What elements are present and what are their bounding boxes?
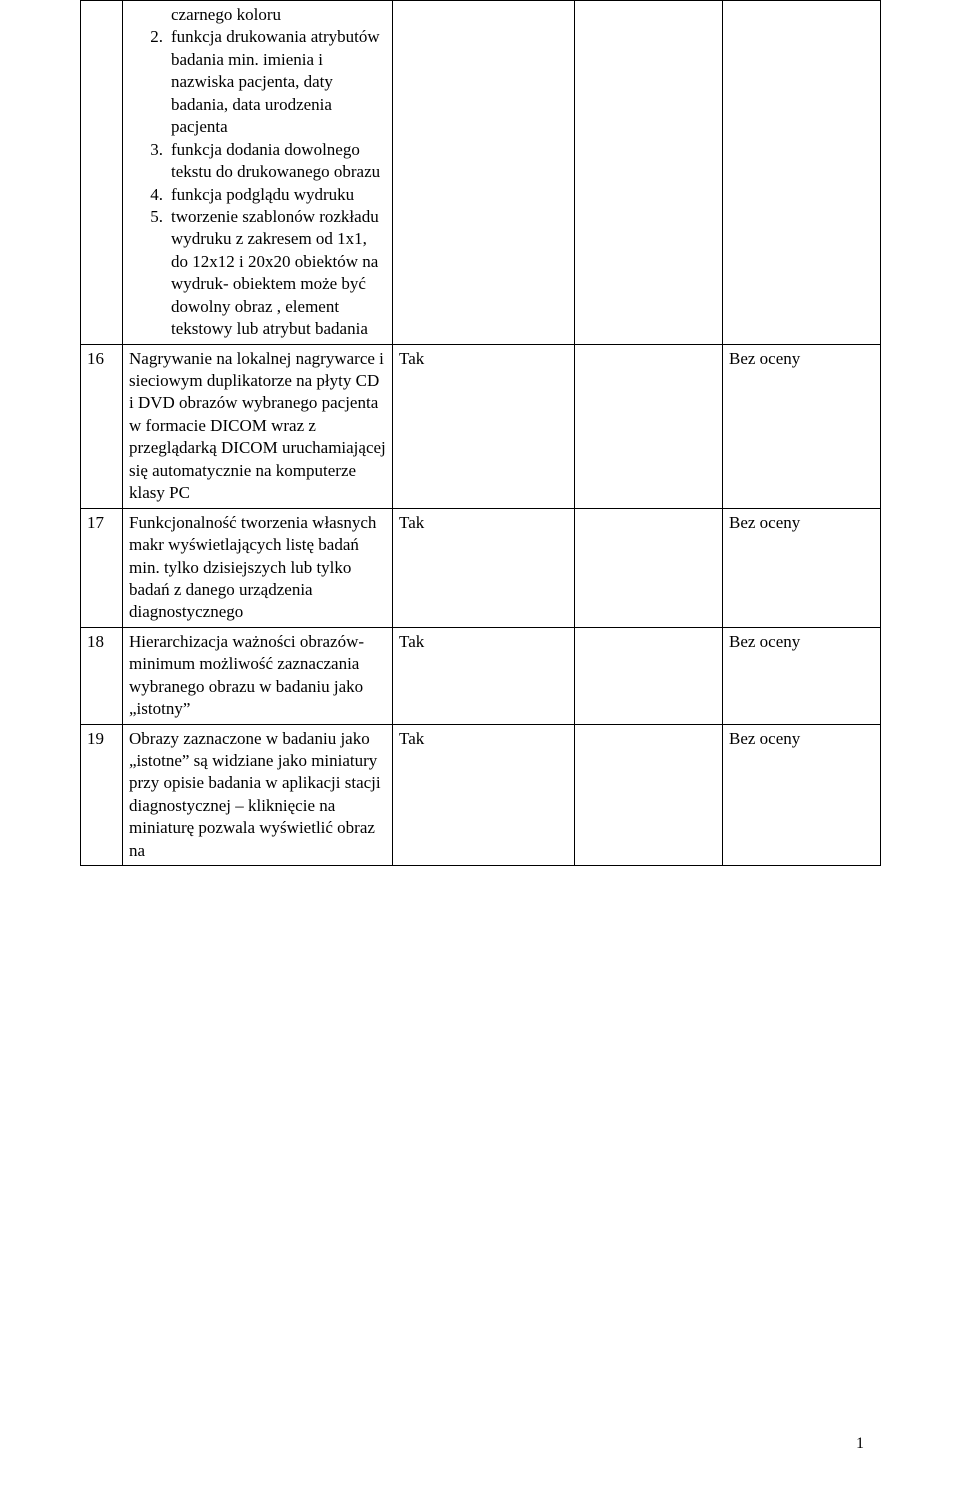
row-number (81, 1, 123, 345)
row-col4 (575, 627, 723, 724)
row-description: Obrazy zaznaczone w badaniu jako „istotn… (123, 724, 393, 866)
list-item: 5. tworzenie szablonów rozkładu wydruku z… (129, 206, 386, 341)
table-row: 16 Nagrywanie na lokalnej nagrywarce i s… (81, 344, 881, 508)
table-row: 18 Hierarchizacja ważności obrazów- mini… (81, 627, 881, 724)
table-row: 17 Funkcjonalność tworzenia własnych mak… (81, 508, 881, 627)
row-number: 17 (81, 508, 123, 627)
list-marker: 4. (141, 184, 163, 206)
row-col4 (575, 724, 723, 866)
list-item: czarnego koloru (129, 4, 386, 26)
list-text: czarnego koloru (171, 5, 281, 24)
list-text: funkcja drukowania atrybutów badania min… (171, 27, 380, 136)
row-col3: Tak (393, 508, 575, 627)
row-number: 18 (81, 627, 123, 724)
list-text: funkcja dodania dowolnego tekstu do druk… (171, 140, 380, 181)
page-number: 1 (856, 1435, 864, 1453)
row-col3 (393, 1, 575, 345)
list-marker: 5. (141, 206, 163, 228)
row-description: czarnego koloru 2. funkcja drukowania atr… (123, 1, 393, 345)
row-description: Funkcjonalność tworzenia własnych makr w… (123, 508, 393, 627)
row-col5: Bez oceny (723, 344, 881, 508)
row-col5 (723, 1, 881, 345)
ordered-list: czarnego koloru 2. funkcja drukowania atr… (129, 4, 386, 341)
list-marker: 3. (141, 139, 163, 161)
list-text: tworzenie szablonów rozkładu wydruku z z… (171, 207, 379, 338)
table-row: czarnego koloru 2. funkcja drukowania atr… (81, 1, 881, 345)
list-item: 4. funkcja podglądu wydruku (129, 184, 386, 206)
list-item: 3. funkcja dodania dowolnego tekstu do dr… (129, 139, 386, 184)
row-col4 (575, 508, 723, 627)
row-col5: Bez oceny (723, 627, 881, 724)
row-number: 19 (81, 724, 123, 866)
table-row: 19 Obrazy zaznaczone w badaniu jako „ist… (81, 724, 881, 866)
row-col4 (575, 1, 723, 345)
row-col3: Tak (393, 627, 575, 724)
row-col3: Tak (393, 344, 575, 508)
row-col5: Bez oceny (723, 724, 881, 866)
row-number: 16 (81, 344, 123, 508)
row-col4 (575, 344, 723, 508)
row-description: Nagrywanie na lokalnej nagrywarce i siec… (123, 344, 393, 508)
requirements-table: czarnego koloru 2. funkcja drukowania atr… (80, 0, 881, 866)
list-text: funkcja podglądu wydruku (171, 185, 354, 204)
row-col5: Bez oceny (723, 508, 881, 627)
list-item: 2. funkcja drukowania atrybutów badania m… (129, 26, 386, 138)
page: czarnego koloru 2. funkcja drukowania atr… (0, 0, 960, 1489)
list-marker: 2. (141, 26, 163, 48)
row-description: Hierarchizacja ważności obrazów- minimum… (123, 627, 393, 724)
row-col3: Tak (393, 724, 575, 866)
